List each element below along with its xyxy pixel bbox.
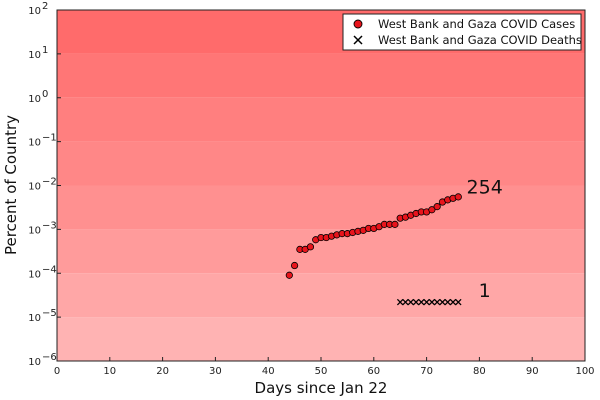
cases-point <box>454 193 462 201</box>
y-tick-exponent: −4 <box>42 264 57 275</box>
y-tick-label: 10 <box>28 50 41 61</box>
deaths-point <box>407 298 415 306</box>
x-tick-label: 90 <box>526 366 539 377</box>
cases-point <box>391 220 399 228</box>
y-tick-label: 10 <box>28 138 41 149</box>
x-tick-label: 70 <box>420 366 433 377</box>
y-tick-label: 10 <box>28 225 41 236</box>
deaths-point <box>418 298 425 306</box>
background-band <box>57 53 585 98</box>
legend-cases-marker <box>353 19 363 29</box>
deaths-point <box>402 298 409 306</box>
background-bands <box>57 10 585 361</box>
cases-point <box>306 243 315 251</box>
y-tick-label: 10 <box>28 6 41 17</box>
annotations: 254 1 <box>467 176 503 301</box>
y-tick-label: 10 <box>28 357 41 368</box>
deaths-point <box>455 298 462 306</box>
background-band <box>57 97 585 142</box>
deaths-point <box>396 298 404 306</box>
annotation-label: 254 <box>467 176 503 198</box>
y-tick-label: 10 <box>28 313 41 324</box>
x-tick-label: 20 <box>156 366 169 377</box>
deaths-point <box>433 298 441 306</box>
y-tick-exponent: 2 <box>42 1 48 12</box>
background-band <box>57 185 585 230</box>
x-tick-label: 50 <box>315 366 328 377</box>
y-tick-exponent: −6 <box>42 352 57 363</box>
x-axis-label: Days since Jan 22 <box>255 379 388 397</box>
y-tick-exponent: 0 <box>42 89 48 100</box>
deaths-point <box>439 298 446 306</box>
x-tick-label: 80 <box>473 366 486 377</box>
y-tick-label: 10 <box>28 269 41 280</box>
cases-point <box>428 206 436 214</box>
background-band <box>57 317 585 361</box>
legend: West Bank and Gaza COVID Cases West Bank… <box>342 13 582 51</box>
cases-point <box>290 261 299 270</box>
y-tick-exponent: −2 <box>42 177 57 188</box>
y-tick-label: 10 <box>28 94 41 105</box>
legend-box <box>342 13 582 51</box>
x-tick-label: 0 <box>54 366 60 377</box>
x-tick-label: 30 <box>209 366 222 377</box>
deaths-point <box>449 298 457 306</box>
y-tick-label: 10 <box>28 182 41 193</box>
background-band <box>57 273 585 318</box>
deaths-point <box>428 298 436 306</box>
y-tick-exponent: 1 <box>42 45 48 56</box>
x-tick-label: 40 <box>262 366 275 377</box>
deaths-point <box>444 298 451 306</box>
deaths-point <box>412 298 420 306</box>
y-tick-exponent: −1 <box>42 133 57 144</box>
annotation-label: 1 <box>479 280 491 302</box>
legend-deaths-marker <box>353 35 363 45</box>
legend-deaths-label: West Bank and Gaza COVID Deaths <box>378 33 582 47</box>
deaths-point <box>423 298 430 306</box>
x-axis: 0 10 20 30 40 50 60 70 80 90 100 <box>54 357 595 377</box>
x-tick-label: 60 <box>367 366 380 377</box>
x-tick-label: 100 <box>575 366 594 377</box>
legend-cases-label: West Bank and Gaza COVID Cases <box>378 17 575 31</box>
background-band <box>57 141 585 186</box>
data-marks <box>285 193 462 306</box>
y-tick-exponent: −3 <box>42 220 57 231</box>
y-tick-exponent: −5 <box>42 308 57 319</box>
cases-point <box>285 271 293 279</box>
x-tick-label: 10 <box>103 366 116 377</box>
cases-point <box>433 203 441 211</box>
y-axis-label: Percent of Country <box>2 115 20 255</box>
